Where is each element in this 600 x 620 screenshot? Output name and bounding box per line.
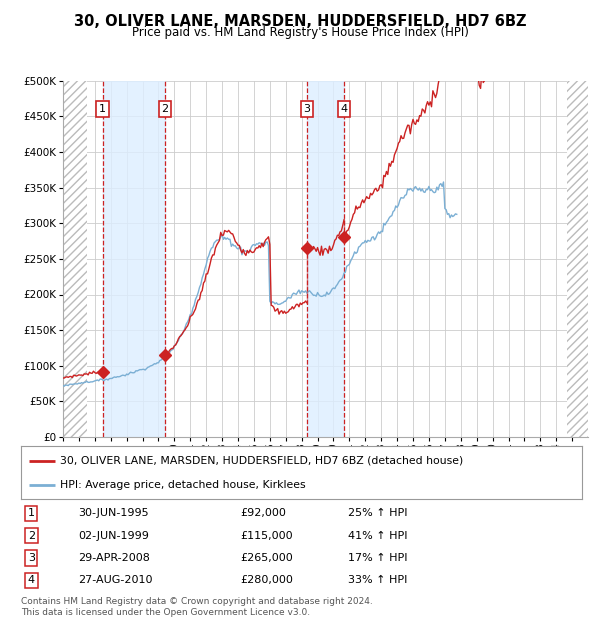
Text: £92,000: £92,000	[240, 508, 286, 518]
Bar	[307, 81, 344, 437]
Text: 2: 2	[161, 104, 169, 114]
Text: 41% ↑ HPI: 41% ↑ HPI	[348, 531, 407, 541]
Text: 1: 1	[99, 104, 106, 114]
Text: 27-AUG-2010: 27-AUG-2010	[78, 575, 152, 585]
Text: 3: 3	[28, 553, 35, 563]
Bar	[63, 81, 87, 437]
Bar	[567, 81, 588, 437]
Text: Price paid vs. HM Land Registry's House Price Index (HPI): Price paid vs. HM Land Registry's House …	[131, 26, 469, 39]
Text: £265,000: £265,000	[240, 553, 293, 563]
Text: 30-JUN-1995: 30-JUN-1995	[78, 508, 149, 518]
Text: £280,000: £280,000	[240, 575, 293, 585]
Text: 2: 2	[28, 531, 35, 541]
Text: 17% ↑ HPI: 17% ↑ HPI	[348, 553, 407, 563]
Text: 29-APR-2008: 29-APR-2008	[78, 553, 150, 563]
Text: 30, OLIVER LANE, MARSDEN, HUDDERSFIELD, HD7 6BZ: 30, OLIVER LANE, MARSDEN, HUDDERSFIELD, …	[74, 14, 526, 29]
Text: 4: 4	[28, 575, 35, 585]
Bar	[103, 81, 165, 437]
Text: HPI: Average price, detached house, Kirklees: HPI: Average price, detached house, Kirk…	[60, 480, 306, 490]
Text: 02-JUN-1999: 02-JUN-1999	[78, 531, 149, 541]
Text: 3: 3	[304, 104, 310, 114]
Text: 4: 4	[340, 104, 347, 114]
Text: Contains HM Land Registry data © Crown copyright and database right 2024.
This d: Contains HM Land Registry data © Crown c…	[21, 598, 373, 617]
Text: £115,000: £115,000	[240, 531, 293, 541]
Bar	[567, 81, 588, 437]
Text: 33% ↑ HPI: 33% ↑ HPI	[348, 575, 407, 585]
Text: 1: 1	[28, 508, 35, 518]
Bar	[63, 81, 87, 437]
Text: 30, OLIVER LANE, MARSDEN, HUDDERSFIELD, HD7 6BZ (detached house): 30, OLIVER LANE, MARSDEN, HUDDERSFIELD, …	[60, 456, 464, 466]
Text: 25% ↑ HPI: 25% ↑ HPI	[348, 508, 407, 518]
